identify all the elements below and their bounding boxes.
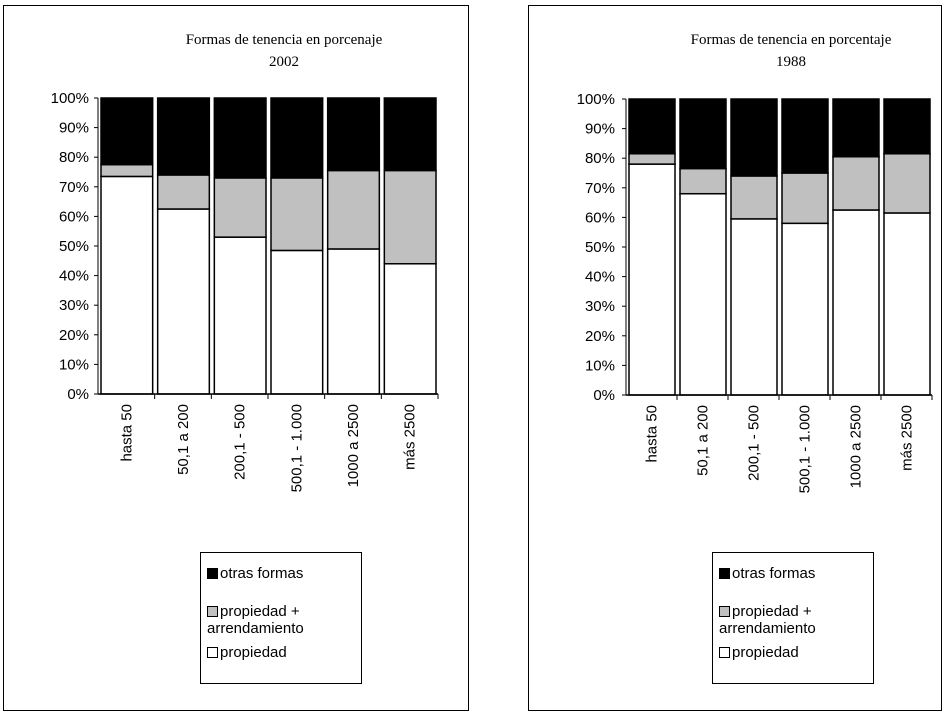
legend-swatch-black: [207, 568, 218, 579]
bar-segment-propiedad-arrendamiento: [781, 172, 829, 225]
bar-segment-propiedad: [326, 248, 381, 395]
bar-segment-propiedad: [213, 236, 267, 395]
bar-segment-propiedad-arrendamiento: [213, 177, 267, 238]
x-category-label: 500,1 - 1.000: [288, 404, 305, 492]
y-tick-label: 0%: [67, 386, 89, 403]
bar-segment-propiedad: [100, 175, 154, 395]
bar-segment-propiedad-arrendamiento: [326, 169, 381, 250]
legend-item-propiedad: propiedad: [719, 644, 869, 661]
x-category-label: 1000 a 2500: [345, 404, 362, 487]
y-tick-label: 70%: [585, 180, 615, 197]
bar-segment-propiedad: [156, 208, 211, 395]
legend-item-otras-formas: otras formas: [207, 565, 357, 582]
legend-swatch-gray: [719, 606, 730, 617]
y-tick-label: 60%: [585, 209, 615, 226]
y-tick-label: 60%: [59, 208, 89, 225]
x-category-label: 500,1 - 1.000: [797, 405, 814, 493]
stacked-bar-chart-1988: Formas de tenencia en porcentaje 1988 0% 10…: [577, 32, 933, 493]
bar-segment-otras-formas: [883, 98, 931, 155]
legend-item-propiedad-arrendamiento: propiedad + arrendamiento: [207, 603, 304, 637]
legend-2002: otras formas propiedad + arrendamiento p…: [200, 552, 362, 684]
stacked-bar-chart-2002: Formas de tenencia en porcenaje 2002 0% 10%…: [51, 32, 439, 492]
legend-swatch-white: [207, 647, 218, 658]
y-tick-label: 100%: [577, 91, 615, 108]
bar-segment-propiedad: [832, 209, 880, 396]
x-category-label: 200,1 - 500: [746, 405, 763, 481]
chart-title: Formas de tenencia en porcentaje: [691, 32, 892, 48]
bar-segment-otras-formas: [730, 98, 778, 177]
y-tick-label: 70%: [59, 179, 89, 196]
bar-segment-otras-formas: [781, 98, 829, 174]
bar-segment-otras-formas: [628, 98, 676, 155]
bar-segment-otras-formas: [832, 98, 880, 158]
bar-segment-propiedad: [730, 218, 778, 396]
y-tick-label: 90%: [585, 121, 615, 138]
bar-segment-otras-formas: [679, 98, 727, 170]
y-tick-label: 50%: [59, 238, 89, 255]
bar-segment-otras-formas: [326, 97, 381, 172]
bar-segment-propiedad: [383, 263, 437, 395]
bar-segment-otras-formas: [383, 97, 437, 172]
bar-segment-propiedad-arrendamiento: [628, 153, 676, 165]
x-category-label: 1000 a 2500: [848, 405, 865, 488]
bar-segment-propiedad: [628, 163, 676, 396]
y-tick-label: 40%: [585, 269, 615, 286]
bar-segment-otras-formas: [213, 97, 267, 179]
y-tick-label: 40%: [59, 268, 89, 285]
y-tick-label: 20%: [59, 327, 89, 344]
bar-segment-propiedad-arrendamiento: [100, 163, 154, 178]
bar-segment-propiedad-arrendamiento: [730, 175, 778, 220]
x-category-label: 50,1 a 200: [175, 404, 192, 475]
bar-segment-propiedad-arrendamiento: [156, 174, 211, 210]
y-tick-label: 100%: [51, 90, 89, 107]
bar-segment-propiedad-arrendamiento: [270, 177, 324, 252]
legend-swatch-gray: [207, 606, 218, 617]
bar-segment-propiedad: [781, 222, 829, 396]
legend-swatch-black: [719, 568, 730, 579]
x-category-label: más 2500: [402, 404, 419, 470]
x-category-label: más 2500: [899, 405, 916, 471]
chart-panel-1988: Formas de tenencia en porcentaje 1988 0% 10…: [528, 5, 942, 711]
y-tick-label: 80%: [59, 149, 89, 166]
y-tick-label: 30%: [59, 297, 89, 314]
bar-segment-propiedad: [679, 192, 727, 396]
y-tick-label: 10%: [585, 357, 615, 374]
chart-subtitle: 2002: [269, 54, 299, 70]
y-tick-label: 30%: [585, 298, 615, 315]
y-tick-label: 80%: [585, 150, 615, 167]
bar-segment-propiedad: [270, 249, 324, 395]
bar-segment-propiedad: [883, 212, 931, 396]
y-tick-label: 0%: [593, 387, 615, 404]
chart-subtitle: 1988: [776, 54, 806, 70]
legend-item-otras-formas: otras formas: [719, 565, 869, 582]
bar-segment-otras-formas: [100, 97, 154, 166]
bar-segment-otras-formas: [156, 97, 211, 176]
x-category-label: hasta 50: [118, 404, 135, 462]
y-tick-label: 20%: [585, 328, 615, 345]
legend-1988: otras formas propiedad + arrendamiento p…: [712, 552, 874, 684]
chart-panel-2002: Formas de tenencia en porcenaje 2002 0% 10%…: [3, 5, 469, 711]
x-category-label: 50,1 a 200: [695, 405, 712, 476]
legend-swatch-white: [719, 647, 730, 658]
bar-segment-propiedad-arrendamiento: [383, 169, 437, 265]
y-tick-label: 50%: [585, 239, 615, 256]
x-category-label: 200,1 - 500: [232, 404, 249, 480]
legend-item-propiedad-arrendamiento: propiedad + arrendamiento: [719, 603, 816, 637]
x-category-label: hasta 50: [644, 405, 661, 463]
bar-segment-otras-formas: [270, 97, 324, 179]
bar-segment-propiedad-arrendamiento: [832, 155, 880, 211]
y-tick-label: 90%: [59, 120, 89, 137]
bar-segment-propiedad-arrendamiento: [679, 167, 727, 195]
chart-title: Formas de tenencia en porcenaje: [186, 32, 383, 48]
legend-item-propiedad: propiedad: [207, 644, 357, 661]
bar-segment-propiedad-arrendamiento: [883, 153, 931, 214]
y-tick-label: 10%: [59, 356, 89, 373]
